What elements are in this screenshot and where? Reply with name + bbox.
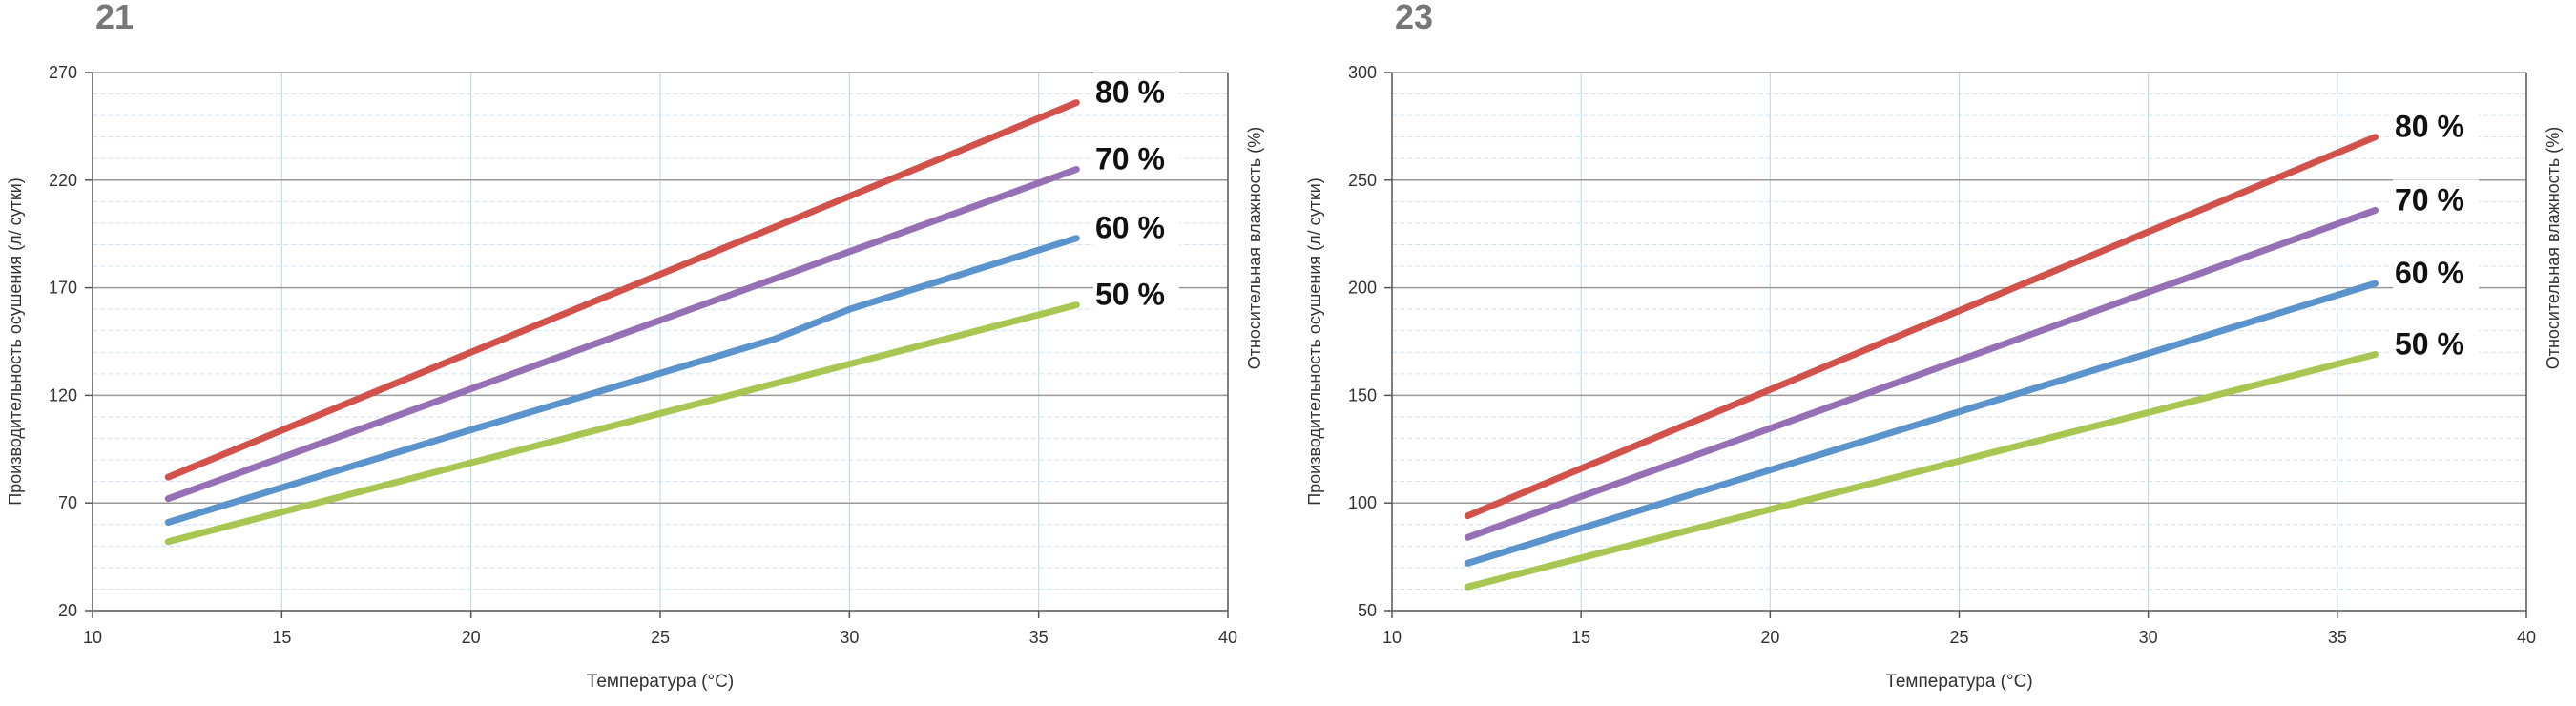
series-line (1464, 206, 2379, 541)
x-tick-label: 10 (83, 628, 102, 647)
x-tick-label: 35 (2328, 628, 2347, 647)
series-label-bg (1093, 72, 1179, 113)
series-line (1464, 280, 2379, 567)
series-label-bg (2393, 323, 2479, 364)
series-label-bg (2393, 179, 2479, 220)
series-label-bg (1093, 207, 1179, 248)
x-tick-label: 20 (462, 628, 481, 647)
y2-axis-label: Относительная влажность (%) (1245, 127, 1264, 370)
x-tick-label: 40 (1218, 628, 1237, 647)
series-label: 80 % (1095, 75, 1165, 110)
series-label-bg (1093, 138, 1179, 179)
y-axis-label: Производительность осушения (л/ сутки) (6, 177, 25, 506)
y-tick-label: 200 (1348, 279, 1377, 298)
chart-title: 21 (95, 0, 134, 36)
x-tick-label: 30 (840, 628, 859, 647)
series-line (164, 301, 1080, 546)
series-line (164, 235, 1080, 526)
y-tick-label: 150 (1348, 385, 1377, 405)
x-axis-label: Температура (°C) (587, 672, 734, 692)
y-tick-label: 220 (49, 171, 77, 190)
x-axis-label: Температура (°C) (1885, 672, 2032, 692)
y-tick-label: 250 (1348, 171, 1377, 190)
series-label-bg (1093, 274, 1179, 315)
series-label: 70 % (1095, 142, 1165, 176)
y-tick-label: 50 (1358, 601, 1377, 620)
x-tick-label: 10 (1382, 628, 1402, 647)
chart-title: 23 (1395, 0, 1433, 36)
series-label: 60 % (2395, 256, 2464, 290)
series-label: 80 % (2395, 110, 2464, 144)
y-tick-label: 270 (49, 63, 77, 82)
series-label: 60 % (1095, 211, 1165, 245)
series-line (1464, 351, 2379, 591)
series-label-bg (2393, 253, 2479, 294)
x-tick-label: 20 (1760, 628, 1779, 647)
series-label: 50 % (2395, 327, 2464, 362)
y-tick-label: 20 (58, 601, 77, 620)
x-tick-label: 40 (2517, 628, 2536, 647)
x-tick-label: 35 (1029, 628, 1049, 647)
series-line (164, 99, 1080, 481)
y-tick-label: 120 (49, 385, 77, 405)
series-label-bg (2393, 106, 2479, 147)
x-tick-label: 15 (1571, 628, 1590, 647)
y-tick-label: 70 (58, 493, 77, 512)
y-tick-label: 300 (1348, 63, 1377, 82)
series-line (1464, 134, 2379, 520)
series-label: 50 % (1095, 278, 1165, 312)
x-tick-label: 30 (2139, 628, 2158, 647)
y-tick-label: 170 (49, 279, 77, 298)
series-label: 70 % (2395, 182, 2464, 217)
y-tick-label: 100 (1348, 493, 1377, 512)
y2-axis-label: Относительная влажность (%) (2544, 127, 2563, 370)
y-axis-label: Производительность осушения (л/ сутки) (1305, 177, 1324, 506)
x-tick-label: 15 (272, 628, 291, 647)
chart-21: 20 70 120 170 220 270 10 15 20 25 30 35 40 21 Температ… (6, 0, 1264, 692)
chart-23: 50 100 150 200 250 300 10 15 20 25 30 35 40 23 Темпера… (1305, 0, 2563, 692)
x-tick-label: 25 (1949, 628, 1968, 647)
series-line (164, 166, 1080, 503)
x-tick-label: 25 (651, 628, 670, 647)
